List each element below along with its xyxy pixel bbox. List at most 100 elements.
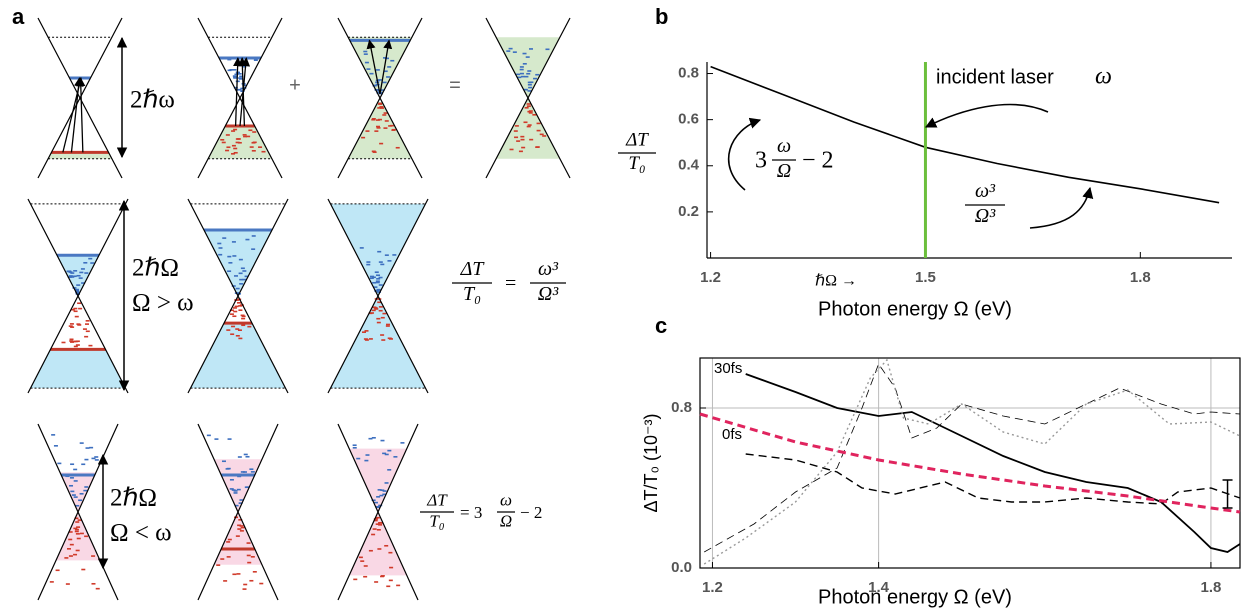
equals-sign: = bbox=[449, 74, 461, 96]
electron bbox=[510, 149, 514, 151]
electron bbox=[56, 569, 60, 571]
y-axis-label-denominator: T₀ bbox=[628, 153, 645, 174]
x-tick-label: 1.2 bbox=[700, 269, 721, 286]
electron bbox=[74, 346, 78, 348]
electron bbox=[73, 275, 77, 277]
electron bbox=[228, 262, 232, 264]
electron bbox=[360, 247, 364, 249]
diagram-label: 2ℏω bbox=[130, 87, 175, 114]
electron bbox=[84, 336, 88, 338]
electron bbox=[527, 111, 531, 113]
electron bbox=[542, 135, 546, 137]
electron bbox=[83, 490, 87, 492]
x-axis-label: Photon energy Ω (eV) bbox=[818, 298, 1012, 320]
electron bbox=[80, 533, 84, 535]
series-label: 0fs bbox=[722, 426, 742, 443]
equation-lhs-denominator: T₀ bbox=[429, 511, 444, 530]
electron bbox=[245, 456, 249, 458]
electron bbox=[520, 73, 524, 75]
electron bbox=[365, 62, 369, 64]
electron bbox=[527, 70, 531, 72]
electron bbox=[239, 273, 243, 275]
electron bbox=[249, 468, 253, 470]
electron bbox=[253, 142, 257, 144]
cone-fill bbox=[191, 323, 286, 388]
electron bbox=[242, 316, 246, 318]
electron bbox=[235, 328, 239, 330]
annotation-denominator: Ω bbox=[777, 160, 791, 182]
electron bbox=[376, 274, 380, 276]
x-tick-label: 1.2 bbox=[702, 579, 723, 596]
electron bbox=[365, 130, 369, 132]
electron bbox=[91, 555, 95, 557]
electron bbox=[232, 241, 236, 243]
electron bbox=[222, 460, 226, 462]
electron bbox=[237, 525, 241, 527]
electron bbox=[70, 323, 74, 325]
electron bbox=[76, 284, 80, 286]
electron bbox=[227, 556, 231, 558]
electron bbox=[236, 288, 240, 290]
electron bbox=[363, 51, 367, 53]
electron bbox=[75, 316, 79, 318]
electron bbox=[364, 460, 368, 462]
electron bbox=[356, 458, 360, 460]
electron bbox=[377, 548, 381, 550]
electron bbox=[86, 330, 90, 332]
electron bbox=[70, 477, 74, 479]
equation-lhs-numerator: ΔT bbox=[460, 258, 486, 280]
equation-lhs-denominator: T₀ bbox=[463, 283, 481, 305]
electron bbox=[69, 271, 73, 273]
diagram-label: Ω < ω bbox=[110, 520, 172, 547]
electron bbox=[231, 153, 235, 155]
electron bbox=[226, 134, 230, 136]
electron bbox=[243, 134, 247, 136]
electron bbox=[379, 306, 383, 308]
electron bbox=[521, 139, 525, 141]
electron bbox=[379, 284, 383, 286]
electron bbox=[359, 557, 363, 559]
electron bbox=[378, 524, 382, 526]
electron bbox=[220, 558, 224, 560]
electron bbox=[376, 119, 380, 121]
cone-fill bbox=[214, 459, 262, 512]
electron bbox=[233, 76, 237, 78]
electron bbox=[232, 573, 236, 575]
electron bbox=[50, 581, 54, 583]
electron bbox=[236, 535, 240, 537]
electron bbox=[78, 308, 82, 310]
transition-arrow bbox=[81, 78, 83, 152]
panel-label: c bbox=[655, 313, 667, 338]
panel-label: a bbox=[12, 4, 25, 29]
electron bbox=[230, 479, 234, 481]
electron bbox=[95, 459, 99, 461]
electron bbox=[353, 447, 357, 449]
electron bbox=[89, 447, 93, 449]
electron bbox=[364, 338, 368, 340]
electron bbox=[236, 573, 240, 575]
electron bbox=[74, 480, 78, 482]
electron bbox=[216, 564, 220, 566]
data-line bbox=[700, 414, 1240, 512]
electron bbox=[361, 137, 365, 139]
annotation-arrow bbox=[926, 105, 1048, 127]
electron bbox=[388, 552, 392, 554]
electron bbox=[366, 261, 370, 263]
cone-fill bbox=[348, 102, 412, 159]
y-tick-label: 0.2 bbox=[678, 203, 699, 220]
electron bbox=[386, 324, 390, 326]
electron bbox=[377, 127, 381, 129]
electron bbox=[513, 51, 517, 53]
electron bbox=[509, 48, 513, 50]
electron bbox=[76, 344, 80, 346]
electron bbox=[247, 326, 251, 328]
electron bbox=[262, 151, 266, 153]
electron bbox=[537, 123, 541, 125]
electron bbox=[521, 76, 525, 78]
electron bbox=[372, 437, 376, 439]
diagram-label: 2ℏΩ bbox=[110, 485, 157, 512]
panel-label: b bbox=[655, 4, 668, 29]
electron bbox=[364, 565, 368, 567]
electron bbox=[251, 556, 255, 558]
electron bbox=[91, 583, 95, 585]
